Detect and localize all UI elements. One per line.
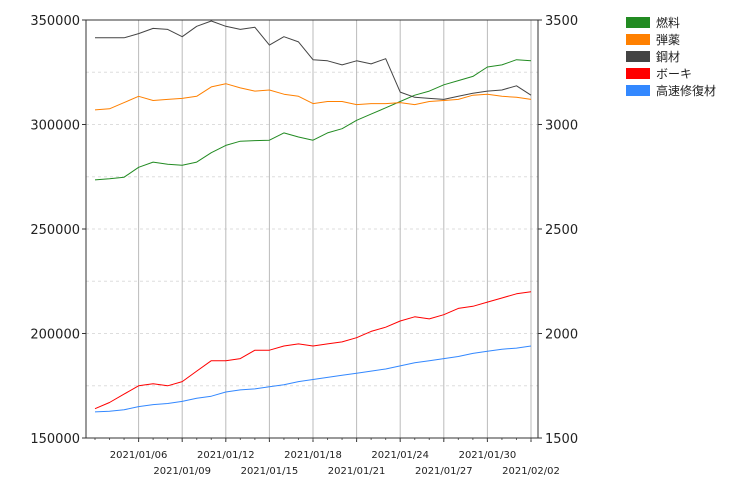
x-tick-label: 2021/01/30	[459, 450, 517, 461]
legend-label: 鋼材	[656, 50, 681, 64]
legend-item: 弾薬	[626, 31, 716, 48]
grid-layer	[86, 20, 538, 438]
x-tick-label: 2021/01/12	[197, 450, 255, 461]
y-left-tick-label: 300000	[30, 119, 80, 134]
labels-layer: 2021/01/06 2021/01/09 2021/01/12 2021/01/15…	[30, 14, 578, 477]
series-layer	[94, 20, 532, 413]
series-line	[94, 59, 532, 181]
legend-item: 燃料	[626, 14, 716, 31]
y-right-tick-label: 3500	[545, 14, 578, 29]
y-left-tick-label: 150000	[30, 432, 80, 447]
y-left-tick-label: 350000	[30, 14, 80, 29]
legend-swatch	[626, 34, 650, 45]
x-tick-label: 2021/01/21	[328, 466, 386, 477]
chart-legend: 燃料弾薬鋼材ボーキ高速修復材	[626, 14, 716, 99]
axes-layer	[82, 19, 542, 442]
legend-item: ボーキ	[626, 65, 716, 82]
series-line	[94, 83, 532, 111]
x-tick-label: 2021/01/18	[284, 450, 342, 461]
legend-swatch	[626, 51, 650, 62]
legend-swatch	[626, 68, 650, 79]
legend-swatch	[626, 17, 650, 28]
legend-item: 鋼材	[626, 48, 716, 65]
y-right-tick-label: 2000	[545, 328, 578, 343]
series-line	[95, 20, 532, 100]
x-tick-label: 2021/01/27	[415, 466, 473, 477]
legend-label: 弾薬	[656, 33, 681, 47]
x-tick-label: 2021/01/09	[153, 466, 211, 477]
legend-label: 高速修復材	[656, 84, 717, 98]
x-tick-label: 2021/01/06	[110, 450, 168, 461]
legend-item: 高速修復材	[626, 82, 716, 99]
legend-swatch	[626, 85, 650, 96]
series-line	[94, 291, 532, 410]
y-left-tick-label: 200000	[30, 328, 80, 343]
series-line	[94, 345, 532, 413]
legend-label: ボーキ	[656, 67, 693, 81]
y-right-tick-label: 1500	[545, 432, 578, 447]
x-tick-label: 2021/01/15	[241, 466, 299, 477]
y-right-tick-label: 2500	[545, 223, 578, 238]
x-tick-label: 2021/01/24	[371, 450, 429, 461]
y-left-tick-label: 250000	[30, 223, 80, 238]
x-tick-label: 2021/02/02	[502, 466, 560, 477]
y-right-tick-label: 3000	[545, 119, 578, 134]
legend-label: 燃料	[656, 16, 681, 30]
